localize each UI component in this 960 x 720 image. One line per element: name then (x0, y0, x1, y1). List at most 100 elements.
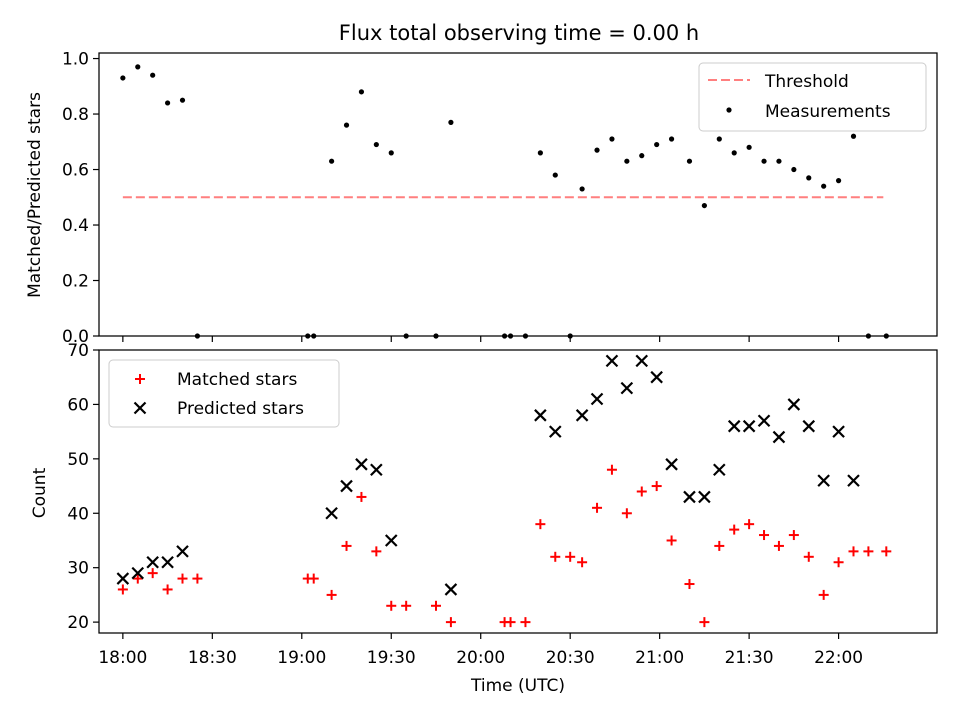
y-tick-label: 0.0 (62, 327, 89, 347)
predicted-star-point (575, 409, 589, 422)
y-tick-label: 50 (67, 450, 89, 470)
matched-star-point (863, 546, 874, 557)
predicted-star-point (355, 458, 368, 471)
measurement-point (164, 100, 171, 106)
predicted-star-point (650, 370, 663, 384)
measurement-point (761, 158, 767, 164)
count-axes: 20 30 40 50 60 70 18:00 18:30 19:00 19:30 20:00 20… (30, 341, 938, 696)
predicted-star-point (757, 414, 771, 428)
measurement-point (448, 119, 454, 125)
legend-measurements-swatch (726, 107, 732, 113)
y-tick-label: 70 (67, 341, 89, 361)
matched-star-point (684, 579, 695, 590)
predicted-star-point (620, 381, 634, 395)
x-tick-label: 20:00 (456, 648, 505, 668)
measurement-point (120, 75, 126, 81)
matched-star-point (147, 568, 158, 579)
x-tick-label: 18:30 (188, 648, 237, 668)
matched-star-point (308, 573, 319, 584)
legend-matched-label: Matched stars (177, 370, 297, 390)
matched-star-point (550, 551, 561, 562)
measurement-point (329, 158, 335, 164)
x-tick-label: 21:30 (725, 648, 774, 668)
matched-star-point (341, 540, 352, 551)
predicted-star-point (131, 566, 145, 580)
matched-star-point (606, 464, 617, 475)
matched-star-point (117, 584, 128, 595)
ratio-legend-box (698, 62, 927, 132)
x-tick-label: 21:00 (635, 648, 684, 668)
measurement-point (821, 183, 827, 189)
x-tick-label: 20:30 (546, 648, 595, 668)
matched-star-point (714, 540, 725, 551)
matched-star-point (744, 519, 755, 530)
predicted-star-point (444, 583, 458, 596)
count-legend: Matched stars Predicted stars (108, 359, 340, 428)
matched-star-point (371, 546, 382, 557)
predicted-star-point (384, 534, 398, 547)
predicted-star-point (665, 458, 678, 471)
y-tick-label: 0.4 (62, 216, 89, 236)
matched-star-point (177, 573, 188, 584)
predicted-star-point (832, 425, 845, 438)
predicted-star-point (683, 490, 696, 504)
matched-star-point (636, 486, 647, 497)
count-legend-box (108, 359, 340, 428)
legend-predicted-swatch (133, 401, 147, 415)
predicted-star-point (116, 572, 130, 585)
measurement-point (624, 158, 630, 164)
matched-star-point (818, 589, 829, 600)
matched-star-point (401, 600, 412, 611)
count-x-ticks: 18:00 18:30 19:00 19:30 20:00 20:30 21:00 21:30… (98, 633, 863, 668)
matched-star-point (881, 546, 892, 557)
measurement-point (639, 153, 645, 159)
measurement-point (668, 136, 675, 142)
matched-star-point (759, 530, 770, 541)
ratio-y-axis-label: Matched/Predicted stars (25, 92, 45, 298)
predicted-star-point (635, 354, 649, 368)
predicted-star-point (146, 555, 159, 569)
x-tick-label: 19:00 (277, 648, 326, 668)
matched-star-point (386, 600, 397, 611)
matched-star-point (520, 617, 531, 628)
measurement-point (806, 175, 812, 181)
measurement-point (609, 136, 615, 142)
matched-star-point (430, 600, 441, 611)
legend-predicted-marker (133, 401, 147, 415)
matched-star-point (773, 540, 784, 551)
matched-star-point (666, 535, 677, 546)
matched-star-point (192, 573, 203, 584)
predicted-star-point (161, 555, 174, 569)
matched-star-point (535, 519, 546, 530)
matched-star-point (132, 573, 143, 584)
predicted-star-point (534, 409, 547, 422)
predicted-star-point (325, 506, 338, 520)
matched-star-point (651, 481, 662, 492)
matched-star-point (445, 617, 456, 628)
measurement-point (716, 136, 722, 142)
y-tick-label: 1.0 (62, 50, 89, 70)
matched-star-point (592, 502, 603, 513)
predicted-star-point (787, 398, 801, 411)
measurement-point (373, 141, 379, 148)
measurement-point (835, 178, 842, 184)
ratio-axes: 0.0 0.2 0.4 0.6 0.8 1.0 Matched/Predicted sta… (25, 50, 938, 347)
measurement-point (791, 166, 797, 173)
predicted-star-point (698, 490, 711, 504)
measurement-point (579, 186, 585, 192)
matched-star-point (803, 551, 814, 562)
y-tick-label: 0.6 (62, 161, 89, 181)
matched-star-point (788, 530, 799, 541)
matched-star-point (621, 508, 632, 519)
ratio-plot-area (120, 64, 889, 339)
legend-matched-marker (135, 374, 145, 384)
figure-title: Flux total observing time = 0.00 h (339, 21, 699, 45)
matched-star-point (833, 557, 844, 568)
matched-star-point (505, 617, 516, 628)
count-plot-area (116, 354, 892, 628)
matched-star-point (326, 589, 337, 600)
matched-star-point (162, 584, 173, 595)
x-tick-label: 19:30 (367, 648, 416, 668)
legend-predicted-label: Predicted stars (177, 399, 304, 419)
